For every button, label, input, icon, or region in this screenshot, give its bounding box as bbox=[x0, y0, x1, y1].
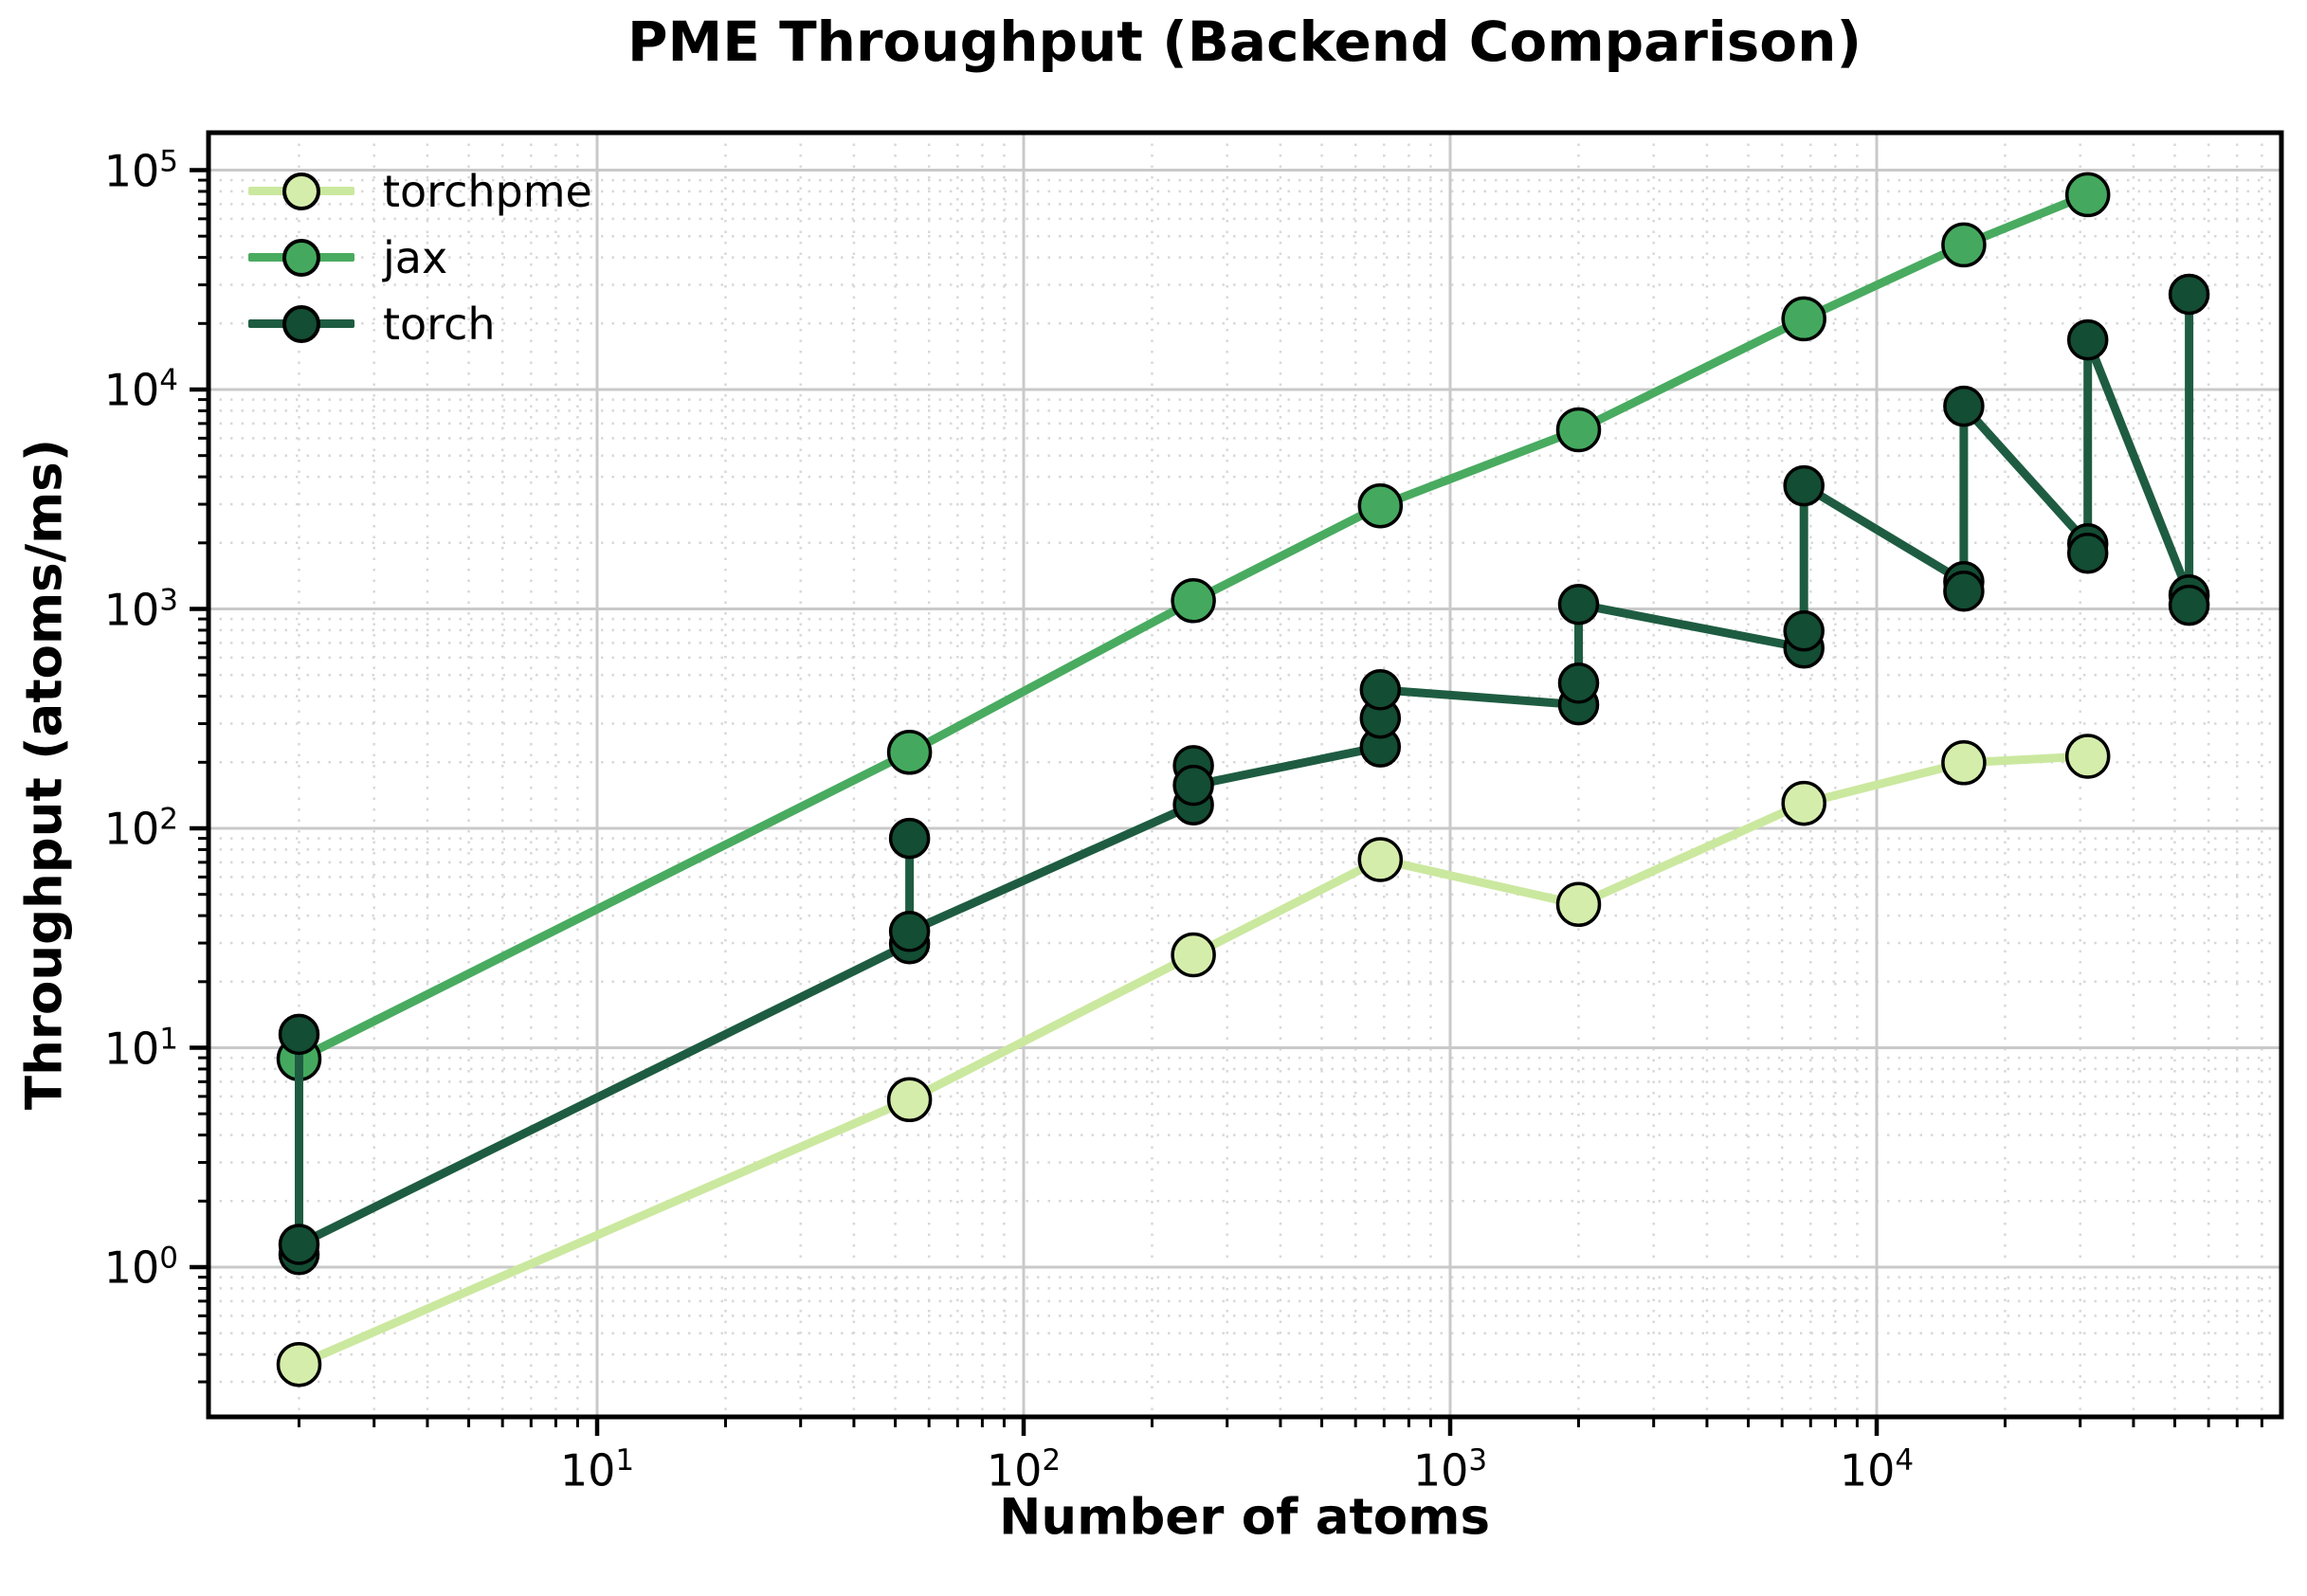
x-tick-label-1e2: 102 bbox=[986, 1443, 1062, 1496]
data-point-marker-torch bbox=[2168, 584, 2210, 626]
data-point-marker-torchpme bbox=[1357, 837, 1404, 882]
legend-marker-icon bbox=[282, 172, 320, 210]
data-point-marker-jax bbox=[1781, 296, 1826, 342]
y-tick-label-1e4: 104 bbox=[103, 363, 178, 416]
data-point-marker-torch bbox=[2066, 318, 2109, 361]
x-tick-label-1e3: 103 bbox=[1412, 1443, 1488, 1496]
y-axis-label: Throughput (atoms/ms) bbox=[15, 438, 74, 1111]
legend-label: torch bbox=[383, 298, 496, 350]
data-point-marker-torchpme bbox=[1171, 932, 1216, 978]
legend-label: jax bbox=[383, 231, 448, 283]
data-point-marker-torchpme bbox=[276, 1341, 322, 1387]
y-tick-label-1e2: 102 bbox=[103, 802, 178, 855]
data-point-marker-torch bbox=[888, 817, 931, 860]
legend-item-jax: jax bbox=[248, 231, 592, 283]
legend-line-swatch bbox=[248, 172, 354, 210]
data-point-marker-torch bbox=[1557, 583, 1600, 626]
y-tick-label-1e5: 105 bbox=[103, 143, 178, 197]
x-tick-label-1e4: 104 bbox=[1839, 1443, 1915, 1496]
data-point-marker-torch bbox=[278, 1013, 320, 1056]
data-point-marker-torch bbox=[2066, 532, 2109, 574]
data-point-marker-jax bbox=[1357, 482, 1404, 529]
data-point-marker-torch bbox=[1783, 464, 1825, 507]
x-axis-label: Number of atoms bbox=[999, 1488, 1490, 1547]
legend-line-swatch bbox=[248, 304, 354, 343]
data-point-marker-torchpme bbox=[1555, 881, 1602, 928]
data-point-marker-torch bbox=[1783, 609, 1825, 652]
data-point-marker-torchpme bbox=[2064, 734, 2111, 779]
data-point-marker-jax bbox=[2064, 172, 2111, 218]
data-point-marker-jax bbox=[1555, 407, 1602, 453]
data-point-marker-torch bbox=[1557, 662, 1600, 704]
y-tick-label-1e1: 101 bbox=[103, 1021, 178, 1075]
legend-marker-icon bbox=[282, 238, 320, 277]
series-line-jax bbox=[295, 190, 2093, 1063]
data-point-marker-torchpme bbox=[1781, 780, 1826, 826]
series-line-torchpme bbox=[295, 752, 2093, 1369]
data-point-marker-torch bbox=[2168, 273, 2210, 316]
data-point-marker-torch bbox=[1359, 669, 1402, 711]
data-point-marker-jax bbox=[1941, 222, 1987, 268]
legend-item-torch: torch bbox=[248, 299, 592, 350]
data-point-marker-torch bbox=[1943, 571, 1985, 612]
legend-label: torchpme bbox=[383, 165, 592, 217]
data-point-marker-torch bbox=[1172, 764, 1214, 807]
data-point-marker-torchpme bbox=[1941, 740, 1987, 786]
data-point-marker-jax bbox=[886, 730, 933, 775]
data-point-marker-torch bbox=[278, 1224, 320, 1265]
y-tick-label-1e0: 100 bbox=[103, 1241, 178, 1294]
x-tick-label-1e1: 101 bbox=[559, 1443, 635, 1496]
chart-title: PME Throughput (Backend Comparison) bbox=[627, 9, 1862, 74]
legend: torchpme jax torch bbox=[248, 166, 592, 350]
legend-item-torchpme: torchpme bbox=[248, 166, 592, 217]
plot-frame bbox=[206, 130, 2284, 1420]
legend-line-swatch bbox=[248, 238, 354, 277]
legend-marker-icon bbox=[282, 304, 320, 343]
data-point-marker-torch bbox=[1943, 385, 1985, 427]
y-tick-label-1e3: 103 bbox=[103, 582, 178, 636]
data-point-marker-torchpme bbox=[886, 1077, 933, 1123]
data-point-marker-torch bbox=[888, 911, 931, 952]
data-point-marker-jax bbox=[1171, 578, 1216, 624]
